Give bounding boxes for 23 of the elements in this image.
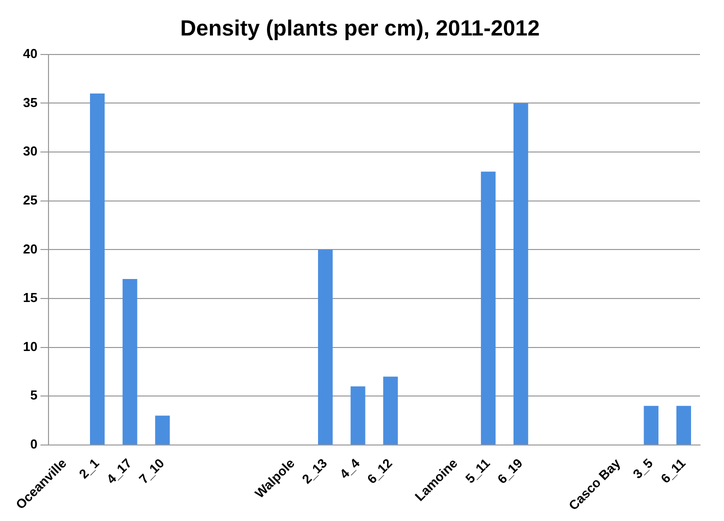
bar <box>383 376 398 444</box>
bar <box>155 416 170 444</box>
y-tick-label: 10 <box>22 338 38 354</box>
x-tick-label: 4_4 <box>336 454 364 482</box>
bar <box>644 406 658 444</box>
bar <box>480 172 496 444</box>
bar <box>318 250 333 444</box>
x-tick-label: 3_5 <box>630 456 656 482</box>
y-tick-label: 25 <box>22 192 38 208</box>
bar <box>676 406 692 444</box>
bar <box>513 103 528 444</box>
y-tick-label: 5 <box>30 388 38 403</box>
bar <box>122 278 138 444</box>
y-tick-label: 40 <box>22 46 38 61</box>
y-tick-label: 0 <box>30 436 38 452</box>
y-tick-label: 35 <box>22 94 38 110</box>
bar <box>90 93 105 444</box>
y-tick-label: 30 <box>22 144 38 159</box>
x-tick-label: 2_1 <box>76 456 102 482</box>
chart-title: Density (plants per cm), 2011-2012 <box>180 15 540 40</box>
bar <box>350 386 366 444</box>
y-tick-label: 15 <box>22 290 38 306</box>
y-tick-label: 20 <box>22 241 38 256</box>
